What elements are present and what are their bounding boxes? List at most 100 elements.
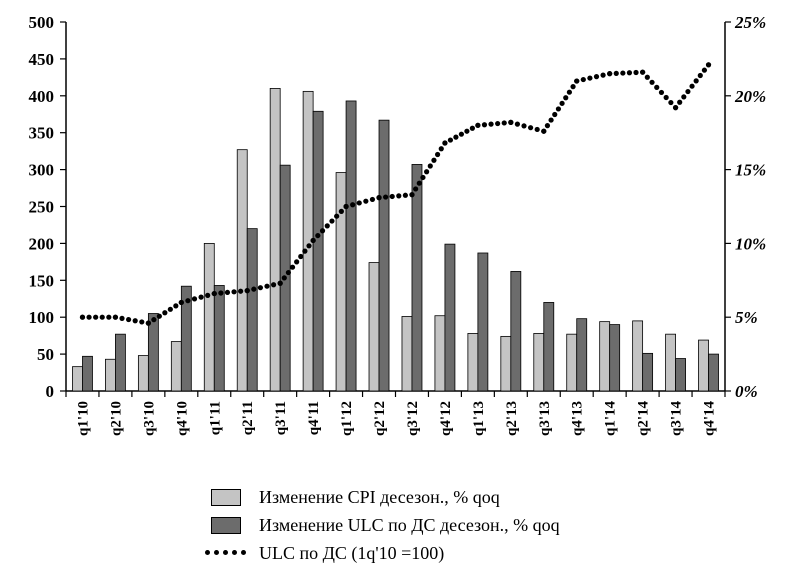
bar-ulc-change <box>444 243 456 392</box>
ulc-index-point <box>376 195 382 201</box>
ulc-index-point <box>541 128 547 134</box>
ulc-index-dot <box>644 74 650 80</box>
ulc-index-dot <box>447 137 454 143</box>
ulc-index-point <box>343 203 349 210</box>
bar-ulc-change <box>115 333 126 392</box>
x-tick-label: q4'14 <box>702 401 718 437</box>
ulc-index-dot <box>298 253 304 260</box>
x-tick-label: q2'10 <box>108 401 124 436</box>
bar-ulc-change <box>180 285 192 392</box>
y-right-tick-label: 5% <box>735 308 758 327</box>
ulc-index-dot <box>521 123 527 129</box>
ulc-index-dot <box>620 70 626 76</box>
bar-cpi <box>467 333 479 392</box>
ulc-index-dot <box>294 259 300 265</box>
y-right-tick-label: 15% <box>735 161 766 180</box>
bar-ulc-change <box>82 355 93 392</box>
ulc-index-dot <box>438 146 444 152</box>
ulc-index-point <box>277 280 283 286</box>
bar-ulc-change <box>642 352 654 392</box>
y-left-tick-label: 100 <box>29 308 55 327</box>
ulc-index-dot <box>289 264 296 270</box>
x-tick-label: q3'12 <box>405 401 421 436</box>
x-tick-label: q1'13 <box>471 401 487 436</box>
ulc-index-dot <box>514 121 521 127</box>
ulc-index-dot <box>420 174 426 181</box>
ulc-index-dot <box>86 314 92 320</box>
ulc-index-dot <box>238 288 244 294</box>
x-tick-label: q4'10 <box>174 401 190 436</box>
ulc-index-dot <box>544 123 551 129</box>
x-tick-label: q2'12 <box>372 401 388 436</box>
ulc-index-dot <box>668 99 674 106</box>
ulc-index-point <box>672 105 679 111</box>
ulc-index-dot <box>469 125 475 131</box>
ulc-index-dot <box>205 292 211 298</box>
ulc-index-dot <box>302 248 308 254</box>
bar-ulc-change <box>477 252 489 392</box>
ulc-index-dot <box>559 100 565 106</box>
ulc-index-point <box>705 62 712 68</box>
legend-swatch-ulc-change <box>211 516 241 534</box>
x-tick-label: q3'11 <box>273 401 289 435</box>
bar-cpi <box>599 321 611 392</box>
x-tick-label: q3'14 <box>669 401 685 437</box>
legend-item-cpi: Изменение CPI десезон., % qoq <box>205 483 765 511</box>
x-tick-label: q1'14 <box>603 401 619 437</box>
ulc-index-dot <box>593 74 600 80</box>
bar-ulc-change <box>213 285 225 392</box>
ulc-index-dot <box>689 83 695 89</box>
ulc-index-dot <box>587 75 593 81</box>
y-right-tick-label: 25% <box>734 13 766 32</box>
ulc-index-dot <box>251 286 257 292</box>
ulc-index-dot <box>389 193 395 200</box>
bar-cpi <box>170 341 182 392</box>
bar-cpi <box>401 316 413 392</box>
bar-ulc-change <box>576 318 588 392</box>
ulc-index-dot <box>126 316 132 323</box>
bar-cpi <box>500 335 512 392</box>
bar-ulc-change <box>378 119 390 392</box>
bar-ulc-change <box>147 313 159 392</box>
ulc-index-dot <box>185 298 191 304</box>
legend-label-ulc-index: ULC по ДС (1q'10 =100) <box>259 542 445 563</box>
y-left-tick-label: 500 <box>29 13 55 32</box>
bar-cpi <box>203 242 215 392</box>
ulc-index-dot <box>693 78 699 84</box>
legend-item-ulc-index: ULC по ДС (1q'10 =100) <box>205 539 765 567</box>
ulc-index-point <box>112 314 119 320</box>
ulc-index-point <box>178 299 184 306</box>
y-left-tick-label: 0 <box>46 382 55 401</box>
x-tick-label: q4'12 <box>438 401 454 436</box>
y-right-tick-label: 10% <box>735 234 766 253</box>
ulc-index-point <box>574 78 580 84</box>
ulc-index-dot <box>600 72 606 78</box>
ulc-index-dot <box>270 282 277 288</box>
ulc-index-dot <box>570 84 576 90</box>
bar-cpi <box>137 355 149 392</box>
ulc-index-dot <box>681 94 687 100</box>
ulc-index-dot <box>281 275 287 281</box>
ulc-index-dot <box>555 106 562 112</box>
y-left-tick-label: 250 <box>29 198 55 217</box>
ulc-index-dot <box>580 76 586 83</box>
bar-cpi <box>236 149 248 392</box>
ulc-index-dot <box>334 213 340 219</box>
ulc-index-dot <box>552 111 558 118</box>
y-left-tick-label: 150 <box>29 271 55 290</box>
ulc-index-dot <box>677 99 683 105</box>
y-left-tick-label: 50 <box>37 345 54 364</box>
ulc-index-dot <box>264 283 270 289</box>
ulc-index-dot <box>481 122 488 128</box>
ulc-index-dot <box>495 120 501 127</box>
ulc-index-dot <box>93 314 99 320</box>
x-tick-label: q2'14 <box>636 401 652 437</box>
bar-cpi <box>269 88 281 392</box>
bar-cpi <box>632 320 644 392</box>
legend-label-cpi: Изменение CPI десезон., % qoq <box>259 486 500 507</box>
x-tick-label: q3'10 <box>141 401 157 436</box>
ulc-index-dot <box>218 290 224 296</box>
ulc-index-dot <box>369 196 376 203</box>
bar-ulc-change <box>609 324 621 392</box>
bar-ulc-change <box>510 271 522 392</box>
